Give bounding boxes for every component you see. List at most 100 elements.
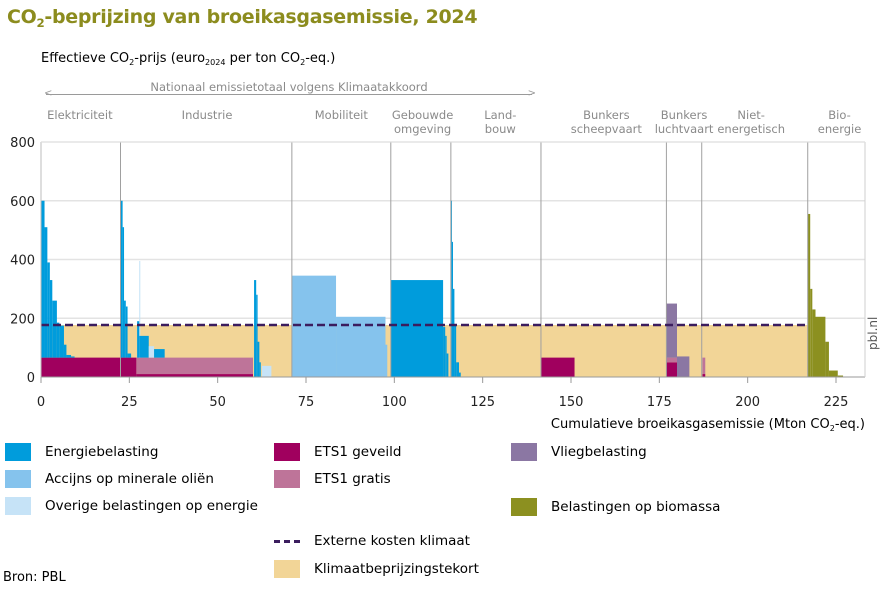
bar-energie	[452, 288, 455, 377]
bar-accijns	[336, 316, 386, 377]
chart-title: CO2-beprijzing van broeikasgasemissie, 2…	[7, 6, 478, 31]
sector-label: Niet-energetisch	[717, 108, 786, 136]
bar-biomassa	[837, 375, 844, 377]
title-subscript: 2	[36, 16, 45, 31]
bar-energie	[56, 322, 60, 358]
bar-energie	[49, 280, 53, 358]
legend-item-overig: Overige belastingen op energie	[5, 497, 258, 515]
source-note: Bron: PBL	[3, 570, 66, 585]
bar-energie	[154, 349, 165, 358]
bar-energie	[41, 200, 45, 358]
bar-energie	[63, 344, 67, 358]
legend-label: Externe kosten klimaat	[314, 533, 470, 549]
bar-ets_gratis	[136, 357, 253, 375]
legend-label: Overige belastingen op energie	[45, 498, 258, 514]
bar-accijns	[385, 344, 388, 377]
bar-energie	[443, 327, 446, 377]
arrow-right-icon: >	[527, 88, 536, 99]
y-tick-label: 600	[10, 195, 35, 210]
bar-energie	[458, 372, 461, 377]
sector-label: Industrie	[181, 108, 233, 122]
legend-item-ets_geveild: ETS1 geveild	[274, 443, 401, 461]
bar-vlieg	[677, 356, 690, 377]
legend-label: ETS1 geveild	[314, 444, 402, 460]
bar-ets_geveild	[666, 362, 677, 377]
legend-swatch	[274, 560, 300, 578]
legend-label: Klimaatbeprijzingstekort	[314, 561, 479, 577]
bar-energie	[122, 227, 125, 358]
arrow-left-icon: <	[44, 88, 53, 99]
title-text: CO	[7, 6, 37, 28]
y-tick-label: 800	[10, 136, 35, 151]
bar-biomassa	[815, 316, 826, 377]
bar-energie	[456, 362, 459, 377]
bar-biomassa	[825, 341, 829, 377]
bar-energie	[390, 280, 444, 377]
bar-biomassa	[810, 288, 813, 377]
legend-item-extern: Externe kosten klimaat	[274, 533, 470, 549]
sector-label: Bunkers scheepvaart	[570, 108, 642, 136]
legend-swatch	[511, 498, 537, 516]
bar-energie	[125, 306, 128, 358]
x-tick-label: 100	[382, 395, 407, 410]
title-text-rest: -beprijzing van broeikasgasemissie, 2024	[44, 6, 478, 28]
sector-label: Elektriciteit	[47, 108, 113, 122]
bar-energie	[254, 280, 257, 377]
x-tick-label: 0	[37, 395, 45, 410]
bar-energie	[446, 353, 449, 377]
bar-energie	[59, 325, 64, 358]
bar-energie	[139, 335, 149, 358]
bar-energie	[66, 354, 72, 358]
bar-energie	[47, 262, 50, 358]
bar-energie	[120, 200, 123, 358]
bar-energie	[137, 321, 140, 358]
bar-biomassa	[828, 370, 838, 377]
watermark: pbl.nl	[866, 316, 880, 350]
bar-ets_geveild	[41, 357, 137, 377]
legend-swatch	[5, 497, 31, 515]
bar-energie	[256, 294, 258, 377]
y-tick-label: 400	[10, 254, 35, 269]
legend-swatch	[274, 443, 300, 461]
bar-ets_gratis	[666, 357, 677, 363]
legend-label: Vliegbelasting	[551, 444, 647, 460]
legend-item-energie: Energiebelasting	[5, 443, 158, 461]
sector-label: Bunkers luchtvaart	[654, 108, 714, 136]
x-tick-label: 75	[298, 395, 315, 410]
bar-energie	[257, 341, 260, 377]
bar-energie	[127, 353, 132, 358]
x-tick-label: 200	[735, 395, 760, 410]
sector-label: Land-bouw	[484, 108, 517, 136]
legend-item-accijns: Accijns op minerale oliën	[5, 470, 214, 488]
y-tick-label: 200	[10, 312, 35, 327]
bar-overig	[148, 346, 155, 358]
x-tick-label: 150	[559, 395, 584, 410]
x-axis-label: Cumulatieve broeikasgasemissie (Mton CO2…	[550, 417, 865, 433]
sector-label: Gebouwde omgeving	[391, 108, 454, 136]
sector-label: Bio-energie	[817, 108, 862, 136]
bar-energie	[71, 356, 75, 358]
bar-ets_geveild	[702, 374, 706, 377]
x-tick-label: 50	[209, 395, 226, 410]
bar-overig	[139, 260, 141, 358]
national-total-bracket: < > Nationaal emissietotaal volgens Klim…	[44, 80, 536, 99]
x-tick-label: 125	[470, 395, 495, 410]
bar-biomassa	[807, 213, 811, 377]
legend-item-ets_gratis: ETS1 gratis	[274, 470, 391, 488]
legend-swatch	[5, 470, 31, 488]
y-tick-label: 0	[27, 371, 35, 386]
bar-energie	[451, 241, 453, 377]
legend-swatch	[274, 539, 300, 543]
bar-ets_gratis	[702, 357, 706, 375]
legend-swatch	[274, 470, 300, 488]
x-tick-label: 25	[121, 395, 138, 410]
bar-vlieg	[666, 303, 677, 358]
national-total-line	[46, 94, 532, 95]
bar-energie	[454, 324, 457, 377]
legend-label: Energiebelasting	[45, 444, 159, 460]
chart-plot: 0 200 400 600 800 0 25 50 75 100 125 150 175 200 225	[10, 136, 866, 410]
bar-energie	[450, 200, 452, 377]
legend-label: Accijns op minerale oliën	[45, 471, 214, 487]
sector-label: Mobiliteit	[314, 108, 368, 122]
bar-energie	[445, 335, 447, 377]
